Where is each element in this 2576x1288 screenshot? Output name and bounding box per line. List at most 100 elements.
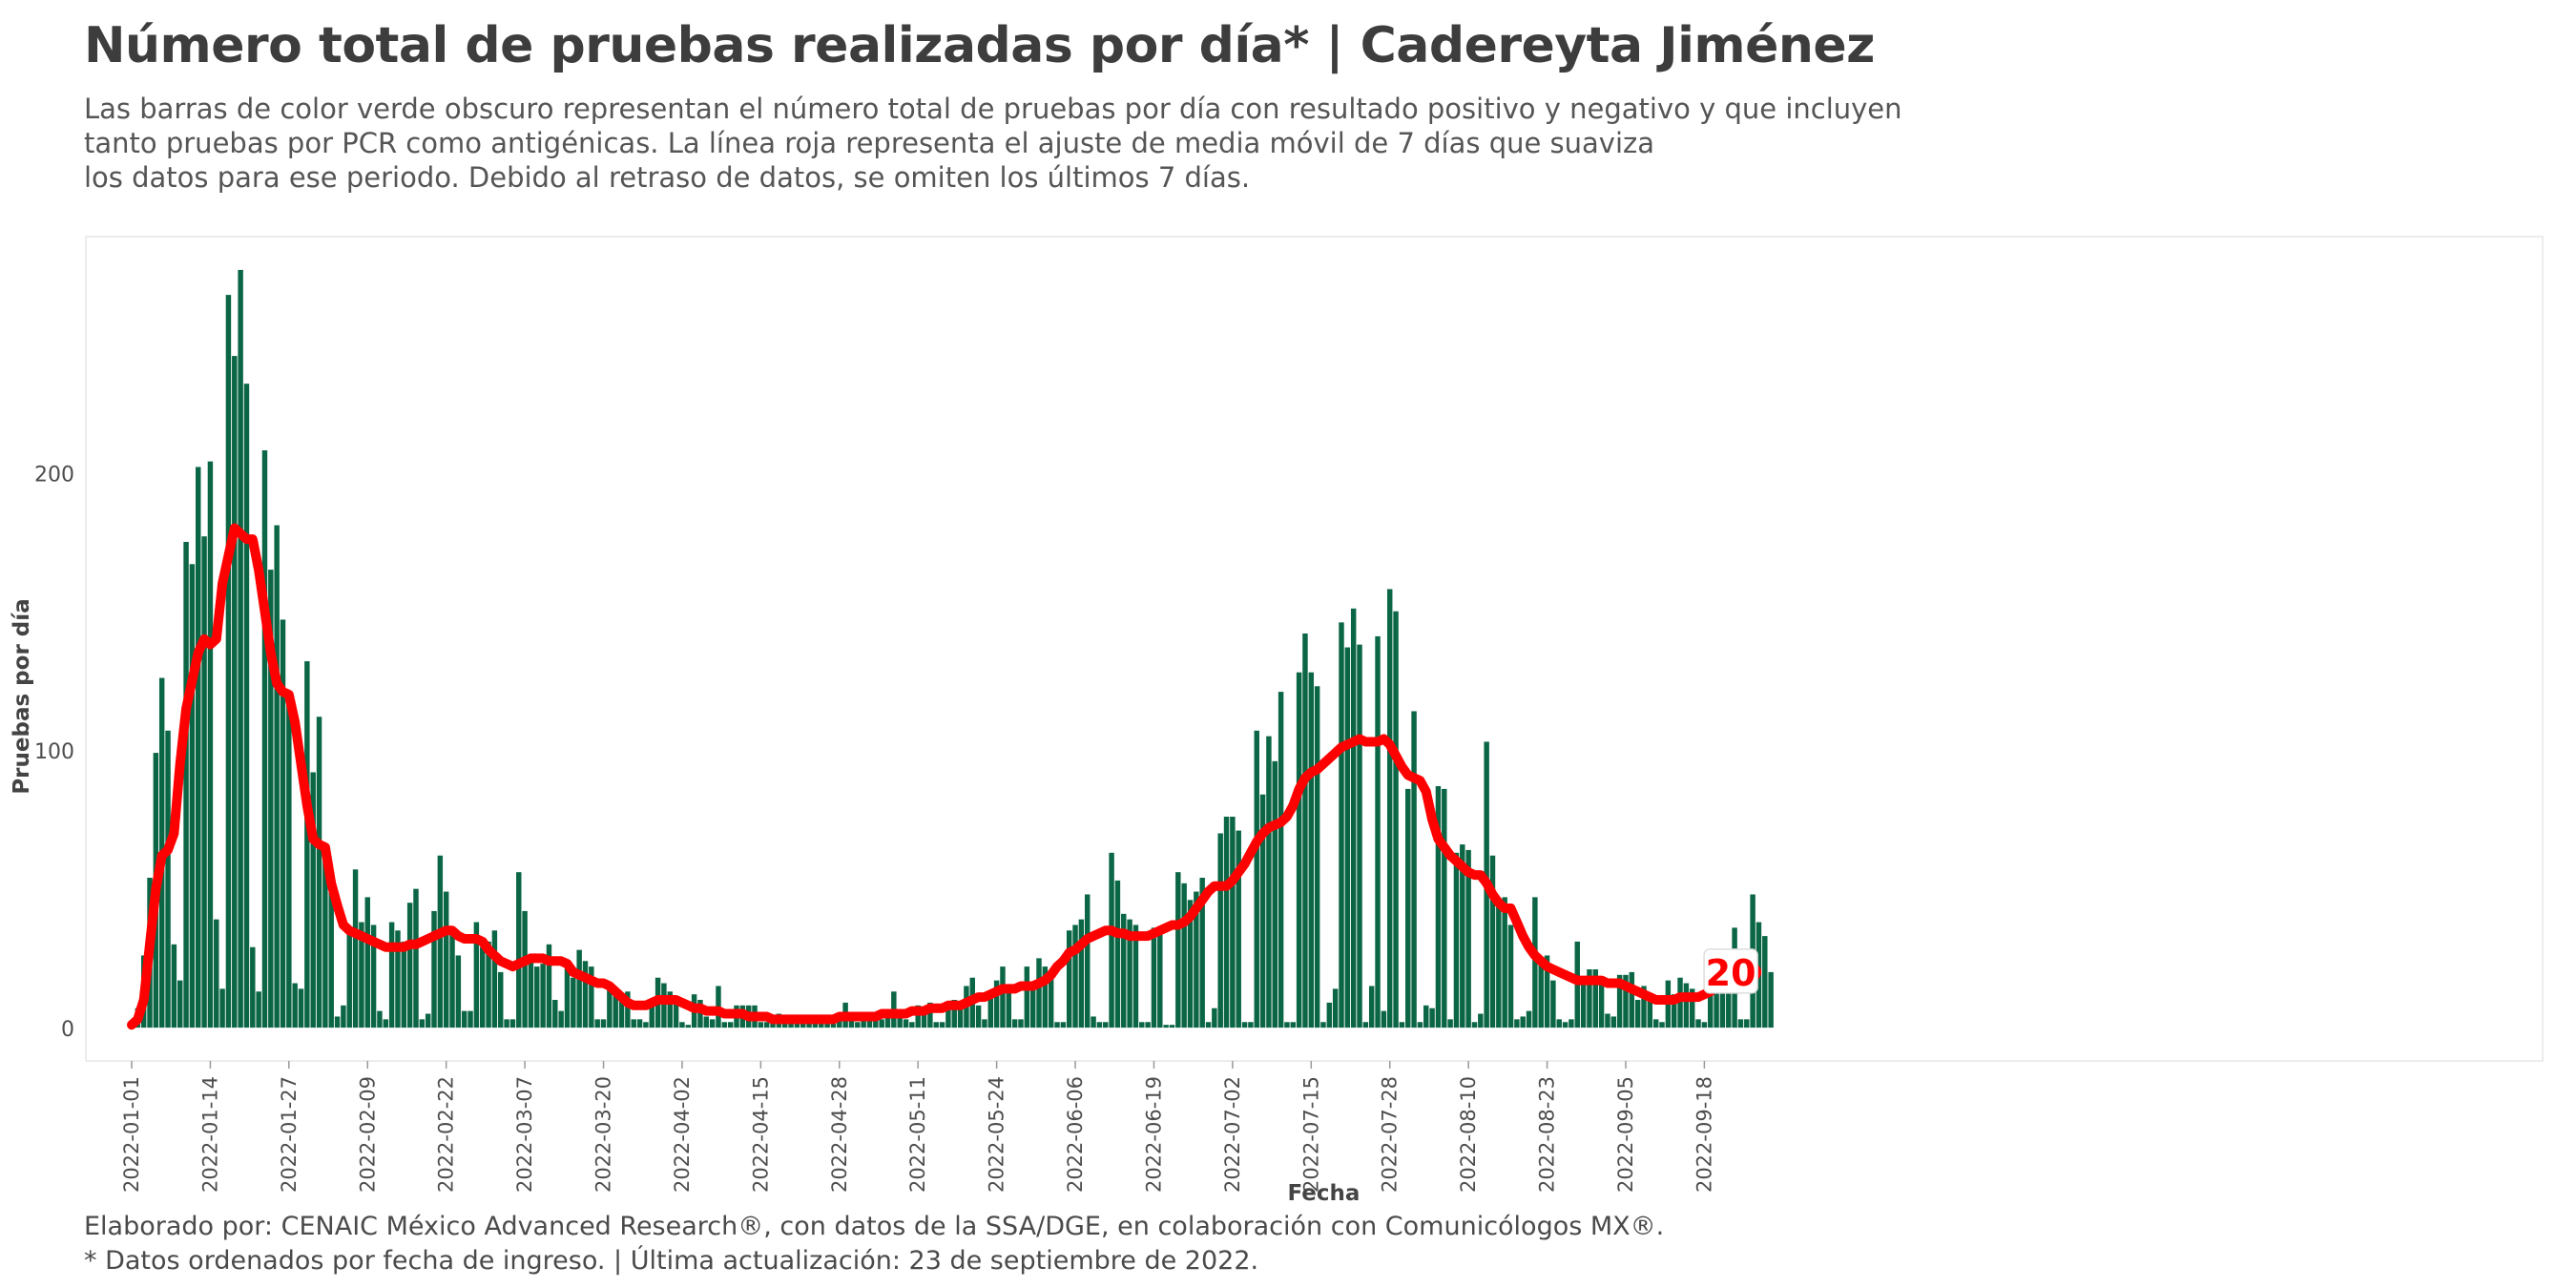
bar — [243, 384, 250, 1028]
bar — [1556, 1019, 1562, 1028]
bar — [377, 1010, 383, 1028]
bar — [1296, 672, 1302, 1028]
bar — [1737, 1019, 1744, 1028]
subtitle-line: los datos para ese periodo. Debido al re… — [84, 161, 1251, 194]
bar — [1344, 647, 1351, 1028]
bar — [479, 946, 486, 1028]
bar — [1362, 1022, 1369, 1028]
bar — [1241, 1022, 1248, 1028]
bar — [987, 991, 994, 1028]
bar — [1417, 1022, 1423, 1028]
bar — [837, 1019, 842, 1028]
bar — [546, 944, 552, 1028]
bar — [1266, 736, 1272, 1028]
bar — [1011, 1019, 1018, 1028]
bar — [455, 955, 462, 1028]
bar — [1623, 974, 1629, 1028]
bar — [413, 888, 419, 1028]
bar — [703, 1016, 710, 1028]
bar — [1652, 1019, 1659, 1028]
bar — [1078, 919, 1085, 1028]
x-tick-label: 2022-08-23 — [1536, 1076, 1559, 1193]
bar — [1708, 986, 1714, 1028]
bar — [1442, 788, 1447, 1028]
bar — [359, 922, 364, 1028]
bar — [449, 927, 455, 1028]
moving-average-line — [127, 523, 1740, 1030]
bar — [1605, 1013, 1610, 1028]
bar — [431, 910, 437, 1028]
bar — [1616, 974, 1623, 1028]
bar — [993, 980, 1000, 1028]
bar — [1610, 1016, 1617, 1028]
bar — [909, 1022, 915, 1028]
bar — [1701, 1022, 1708, 1028]
bar — [1393, 611, 1399, 1028]
bar — [352, 869, 359, 1028]
bar — [1163, 1025, 1169, 1028]
bar — [274, 525, 280, 1028]
bar — [582, 961, 589, 1028]
bar — [1507, 924, 1514, 1028]
bar — [951, 1000, 957, 1028]
bar — [794, 1022, 800, 1028]
bar — [1580, 977, 1587, 1028]
bar — [613, 988, 618, 1028]
bar — [207, 461, 214, 1028]
bar — [697, 1000, 703, 1028]
bar — [679, 1022, 685, 1028]
bar — [1042, 966, 1049, 1028]
bar — [1496, 903, 1502, 1028]
bar — [364, 897, 370, 1028]
x-tick-label: 2022-04-02 — [671, 1076, 694, 1193]
bar — [238, 269, 243, 1028]
bar — [280, 619, 286, 1028]
bar — [1550, 980, 1556, 1028]
bar — [341, 1005, 346, 1028]
x-tick-label: 2022-08-10 — [1457, 1076, 1480, 1193]
bar — [328, 888, 334, 1028]
bar — [419, 1019, 426, 1028]
bar — [903, 1019, 909, 1028]
bar — [1502, 897, 1507, 1028]
bar — [1647, 1000, 1653, 1028]
bar — [310, 772, 316, 1028]
bar — [975, 1005, 982, 1028]
bar — [1768, 971, 1774, 1028]
x-tick-label: 2022-04-15 — [749, 1076, 772, 1193]
x-tick-label: 2022-05-11 — [906, 1076, 929, 1193]
chart-subtitle: Las barras de color verde obscuro repres… — [84, 92, 1902, 195]
x-tick-label: 2022-01-14 — [198, 1076, 221, 1193]
bar — [763, 1022, 770, 1028]
x-tick-label: 2022-05-24 — [986, 1076, 1008, 1193]
x-tick-label: 2022-06-19 — [1142, 1076, 1165, 1193]
x-tick-label: 2022-07-15 — [1299, 1076, 1322, 1193]
bar — [1024, 966, 1030, 1028]
bar — [1314, 686, 1320, 1028]
bar — [1629, 971, 1635, 1028]
bar — [1719, 971, 1726, 1028]
y-tick-label: 0 — [61, 1018, 74, 1042]
bar — [1471, 1022, 1478, 1028]
bar — [636, 1019, 643, 1028]
subtitle-line: tanto pruebas por PCR como antigénicas. … — [84, 127, 1655, 159]
bar — [879, 1019, 884, 1028]
bar — [1048, 977, 1054, 1028]
bar — [957, 1002, 964, 1028]
bar — [607, 988, 613, 1028]
chart-title: Número total de pruebas realizadas por d… — [84, 17, 1875, 74]
x-tick-label: 2022-07-02 — [1221, 1076, 1244, 1193]
chart-caption: Elaborado por: CENAIC México Advanced Re… — [84, 1210, 1664, 1278]
x-tick-label: 2022-03-20 — [592, 1076, 615, 1193]
bar — [806, 1022, 812, 1028]
bar — [600, 1019, 607, 1028]
bar — [1634, 1000, 1641, 1028]
bar — [177, 980, 183, 1028]
bar — [667, 991, 673, 1028]
bar — [1332, 988, 1339, 1028]
bar — [1121, 913, 1127, 1028]
bar — [1514, 1019, 1520, 1028]
bar — [861, 1019, 866, 1028]
bar — [286, 696, 292, 1028]
bar — [1223, 817, 1230, 1028]
